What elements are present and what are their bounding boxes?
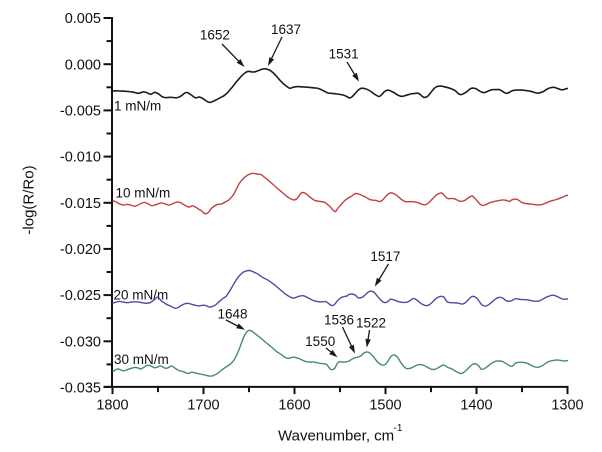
svg-text:1652: 1652: [200, 27, 230, 42]
svg-text:1550: 1550: [305, 334, 335, 349]
svg-text:1536: 1536: [324, 313, 354, 328]
svg-text:-1: -1: [394, 423, 403, 434]
svg-text:-0.015: -0.015: [60, 196, 101, 212]
svg-text:1600: 1600: [278, 398, 310, 414]
svg-text:1648: 1648: [217, 306, 247, 321]
svg-text:-0.020: -0.020: [60, 242, 101, 258]
svg-text:-log(R/Ro): -log(R/Ro): [21, 165, 38, 234]
svg-text:-0.035: -0.035: [60, 381, 101, 397]
svg-text:0.005: 0.005: [65, 11, 101, 27]
svg-text:-0.010: -0.010: [60, 150, 101, 166]
svg-text:1300: 1300: [551, 398, 583, 414]
svg-text:0.000: 0.000: [65, 57, 101, 73]
svg-text:1400: 1400: [460, 398, 492, 414]
svg-text:1 mN/m: 1 mN/m: [114, 99, 161, 114]
svg-text:1517: 1517: [370, 249, 400, 264]
svg-text:1637: 1637: [271, 22, 301, 37]
svg-text:30 mN/m: 30 mN/m: [114, 352, 169, 367]
svg-text:1531: 1531: [329, 47, 359, 62]
svg-text:1522: 1522: [356, 315, 386, 330]
svg-text:1700: 1700: [187, 398, 219, 414]
svg-text:1500: 1500: [369, 398, 401, 414]
svg-text:-0.030: -0.030: [60, 334, 101, 350]
svg-text:-0.005: -0.005: [60, 104, 101, 120]
svg-text:10 mN/m: 10 mN/m: [116, 186, 171, 201]
svg-text:Wavenumber, cm: Wavenumber, cm: [278, 428, 394, 445]
svg-text:-0.025: -0.025: [60, 288, 101, 304]
svg-text:1800: 1800: [96, 398, 128, 414]
